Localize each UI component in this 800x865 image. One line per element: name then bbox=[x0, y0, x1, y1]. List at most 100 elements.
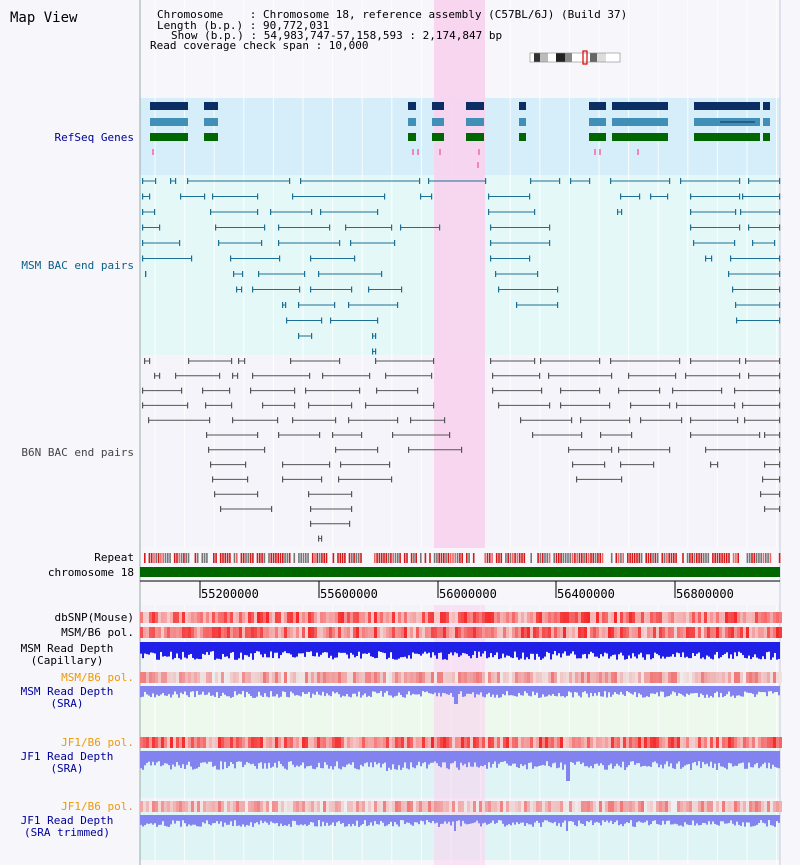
msm-pol2-heat-cell bbox=[623, 672, 626, 683]
jf1-pol2-heat-cell bbox=[770, 801, 773, 812]
jf1-depth-trim-bar bbox=[164, 815, 166, 826]
msm-depth-sra-bar bbox=[324, 686, 326, 697]
repeat-element bbox=[433, 553, 436, 563]
msm-depth-sra-bar bbox=[184, 686, 186, 692]
msm-depth-capillary-bar bbox=[212, 642, 214, 652]
msm-depth-sra-bar bbox=[622, 686, 624, 695]
jf1-depth-sra-bar bbox=[692, 751, 694, 763]
msm-depth-capillary-bar bbox=[438, 642, 440, 653]
b6n-bac-pair-end bbox=[675, 372, 677, 379]
dbsnp-heat-cell bbox=[665, 612, 668, 623]
b6n-bac-pair-end bbox=[391, 476, 393, 483]
msm-depth-sra-bar bbox=[750, 686, 752, 694]
jf1-depth-sra-bar bbox=[212, 751, 214, 767]
jf1-depth-trim-bar bbox=[414, 815, 416, 823]
jf1-depth-sra-bar bbox=[432, 751, 434, 763]
jf1-pol-heat-cell bbox=[191, 737, 194, 748]
jf1-pol-heat-cell bbox=[479, 737, 482, 748]
coverage-span-line: Read coverage check span : 10,000 bbox=[150, 39, 369, 52]
msm-pol-heat-cell bbox=[374, 627, 377, 638]
jf1-depth-trim-bar bbox=[754, 815, 756, 826]
repeat-element bbox=[300, 553, 302, 563]
msm-pol2-heat-cell bbox=[746, 672, 749, 683]
msm-depth-capillary-bar bbox=[514, 642, 516, 652]
jf1-depth-sra-bar bbox=[256, 751, 258, 769]
msm-pol-heat-cell bbox=[662, 627, 665, 638]
repeat-element bbox=[456, 553, 459, 563]
msm-depth-capillary-bar bbox=[484, 642, 486, 652]
msm-depth-sra-bar bbox=[294, 686, 296, 696]
dbsnp-heat-cell bbox=[410, 612, 413, 623]
msm-pol2-heat-cell bbox=[695, 672, 698, 683]
jf1-pol-heat-cell bbox=[371, 737, 374, 748]
msm-bac-track-label[interactable]: MSM BAC end pairs bbox=[21, 259, 134, 272]
msm-bac-pair-end bbox=[159, 224, 161, 231]
msm-pol-heat-cell bbox=[707, 627, 710, 638]
msm-pol-heat-cell bbox=[305, 627, 308, 638]
msm-bac-pair-end bbox=[439, 224, 441, 231]
jf1-depth-trim-bar bbox=[744, 815, 746, 827]
msm-pol-heat-cell bbox=[479, 627, 482, 638]
msm-depth-capillary-bar bbox=[254, 642, 256, 653]
msm-bac-pair-end bbox=[270, 209, 272, 215]
jf1-depth-trim-bar bbox=[610, 815, 612, 821]
msm-pol2-heat-cell bbox=[602, 672, 605, 683]
jf1-depth-sra-bar bbox=[356, 751, 358, 770]
jf1-depth-sra-bar bbox=[770, 751, 772, 769]
jf1-pol-heat-cell bbox=[488, 737, 491, 748]
msm-depth-capillary-bar bbox=[750, 642, 752, 660]
repeat-element bbox=[194, 553, 197, 563]
jf1-depth-sra-bar bbox=[548, 751, 550, 767]
msm-depth-sra-bar bbox=[382, 686, 384, 697]
msm-depth-sra-bar bbox=[614, 686, 616, 693]
jf1-pol2-heat-cell bbox=[566, 801, 569, 812]
msm-depth-sra-bar bbox=[474, 686, 476, 698]
chromosome-line: Chromosome : Chromosome 18, reference as… bbox=[157, 8, 628, 21]
msm-depth-capillary-bar bbox=[580, 642, 582, 659]
jf1-pol-heat-cell bbox=[395, 737, 398, 748]
jf1-depth-trim-bar bbox=[274, 815, 276, 824]
repeat-element bbox=[725, 553, 728, 563]
msm-depth-sra-bar bbox=[608, 686, 610, 693]
repeat-element bbox=[498, 553, 500, 563]
jf1-depth-sra-bar bbox=[528, 751, 530, 763]
jf1-depth-trim-bar bbox=[236, 815, 238, 826]
jf1-depth-trim-bar bbox=[288, 815, 290, 825]
dbsnp-heat-cell bbox=[698, 612, 701, 623]
jf1-depth-sra-bar bbox=[338, 751, 340, 769]
jf1-depth-trim-bar bbox=[380, 815, 382, 821]
dbsnp-heat-cell bbox=[503, 612, 506, 623]
msm-depth-sra-bar bbox=[288, 686, 290, 698]
jf1-pol-heat-cell bbox=[182, 737, 185, 748]
jf1-pol-heat-cell bbox=[482, 737, 485, 748]
msm-pol2-heat-cell bbox=[212, 672, 215, 683]
repeat-element bbox=[176, 553, 178, 563]
jf1-pol-heat-cell bbox=[755, 737, 758, 748]
b6n-bac-track-label[interactable]: B6N BAC end pairs bbox=[21, 446, 134, 459]
b6n-bac-pair-end bbox=[433, 402, 435, 409]
msm-pol-heat-cell bbox=[230, 627, 233, 638]
msm-pol2-heat-cell bbox=[359, 672, 362, 683]
msm-pol-heat-cell bbox=[224, 627, 227, 638]
jf1-pol-heat-cell bbox=[680, 737, 683, 748]
msm-pol-heat-cell bbox=[743, 627, 746, 638]
msm-depth-sra-bar bbox=[150, 686, 152, 698]
refseq-gene bbox=[519, 118, 526, 126]
msm-pol-heat-cell bbox=[155, 627, 158, 638]
msm-pol2-heat-cell bbox=[260, 672, 263, 683]
refseq-track-label[interactable]: RefSeq Genes bbox=[54, 131, 134, 144]
msm-depth-sra-bar bbox=[648, 686, 650, 697]
msm-bac-pair-end bbox=[298, 333, 300, 339]
msm-depth-capillary-bar bbox=[522, 642, 524, 653]
jf1-pol-heat-cell bbox=[269, 737, 272, 748]
repeat-element bbox=[755, 553, 758, 563]
refseq-gene bbox=[694, 133, 760, 141]
jf1-depth-sra-bar bbox=[444, 751, 446, 763]
dbsnp-heat-cell bbox=[317, 612, 320, 623]
msm-depth-sra-bar bbox=[402, 686, 404, 698]
msm-pol2-heat-cell bbox=[308, 672, 311, 683]
ideogram-position-marker bbox=[582, 50, 588, 65]
msm-bac-pair-end bbox=[155, 178, 157, 184]
msm-depth-sra-bar bbox=[270, 686, 272, 692]
msm-bac-pair-end bbox=[318, 271, 320, 277]
